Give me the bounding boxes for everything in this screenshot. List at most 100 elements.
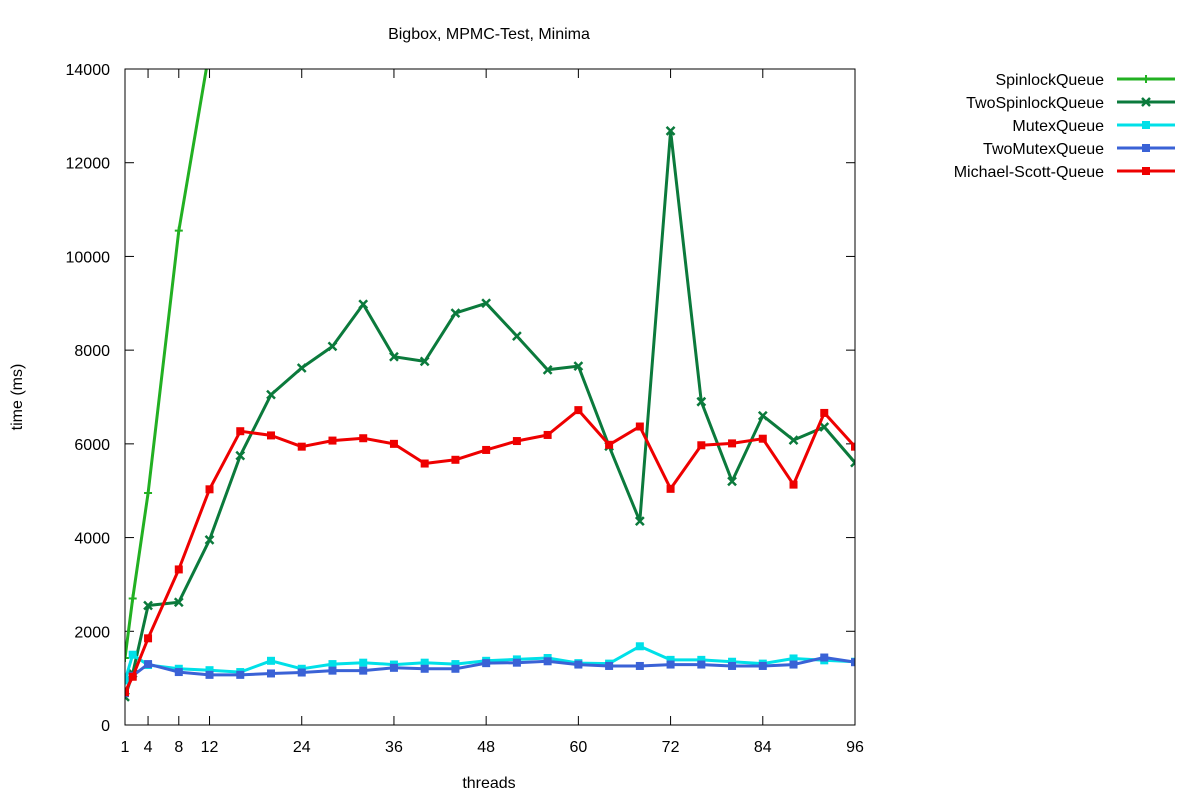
- data-point-spinlockqueue: [125, 653, 129, 662]
- data-point-twospinlockqueue: [542, 364, 553, 375]
- data-point-michael-scott-queue: [128, 672, 137, 681]
- data-point-michael-scott-queue: [236, 427, 245, 436]
- x-tick-label: 36: [385, 739, 403, 756]
- data-point-spinlockqueue: [174, 226, 183, 235]
- data-point-mutexqueue: [666, 655, 675, 664]
- series-michael-scott-queue: [125, 406, 855, 697]
- data-point-twomutexqueue: [174, 668, 183, 677]
- data-point-twomutexqueue: [359, 666, 368, 675]
- data-point-twospinlockqueue: [235, 450, 246, 461]
- series-spinlockqueue: [125, 46, 214, 662]
- data-point-twospinlockqueue: [204, 535, 215, 545]
- legend-marker: [1142, 121, 1150, 129]
- data-point-twospinlockqueue: [296, 363, 307, 373]
- data-point-mutexqueue: [420, 658, 429, 667]
- data-point-michael-scott-queue: [758, 434, 767, 443]
- legend-marker: [1142, 167, 1150, 175]
- y-tick-label: 12000: [66, 156, 111, 173]
- data-point-michael-scott-queue: [420, 459, 429, 468]
- x-tick-label: 96: [846, 739, 864, 756]
- series-line-twospinlockqueue: [125, 129, 855, 698]
- data-point-twomutexqueue: [697, 660, 706, 669]
- data-point-mutexqueue: [205, 666, 214, 675]
- data-point-michael-scott-queue: [174, 565, 183, 574]
- data-point-mutexqueue: [128, 650, 137, 659]
- data-point-twospinlockqueue: [819, 422, 830, 432]
- x-tick-label: 12: [201, 739, 219, 756]
- data-point-twomutexqueue: [851, 658, 855, 667]
- chart-title: Bigbox, MPMC-Test, Minima: [388, 26, 590, 43]
- data-point-michael-scott-queue: [851, 442, 855, 451]
- data-point-michael-scott-queue: [543, 430, 552, 439]
- data-point-twospinlockqueue: [512, 331, 522, 341]
- data-point-twomutexqueue: [635, 661, 644, 670]
- data-point-mutexqueue: [328, 660, 337, 669]
- data-point-twospinlockqueue: [850, 457, 855, 468]
- data-point-twomutexqueue: [482, 659, 491, 668]
- data-point-michael-scott-queue: [605, 440, 614, 449]
- legend-item-twomutexqueue: TwoMutexQueue: [983, 141, 1175, 158]
- data-point-michael-scott-queue: [297, 442, 306, 451]
- plot-frame: [124, 68, 856, 726]
- data-point-twomutexqueue: [820, 653, 829, 662]
- data-point-michael-scott-queue: [512, 437, 521, 446]
- data-point-twospinlockqueue: [327, 341, 338, 352]
- data-point-michael-scott-queue: [267, 431, 275, 440]
- legend-label: SpinlockQueue: [995, 72, 1104, 89]
- data-point-twomutexqueue: [758, 661, 767, 670]
- data-point-twospinlockqueue: [727, 476, 737, 487]
- data-point-michael-scott-queue: [389, 439, 398, 448]
- x-tick-label: 84: [754, 739, 772, 756]
- data-point-twospinlockqueue: [757, 410, 768, 421]
- y-tick-label: 8000: [74, 343, 110, 360]
- y-tick-label: 2000: [74, 624, 110, 641]
- data-point-twospinlockqueue: [696, 396, 707, 407]
- data-point-michael-scott-queue: [697, 441, 706, 450]
- data-point-michael-scott-queue: [728, 439, 737, 448]
- data-point-twomutexqueue: [728, 661, 737, 670]
- data-point-twospinlockqueue: [788, 435, 799, 445]
- data-point-michael-scott-queue: [482, 445, 491, 454]
- data-point-michael-scott-queue: [635, 422, 644, 431]
- data-point-michael-scott-queue: [666, 484, 675, 493]
- data-point-michael-scott-queue: [205, 485, 214, 494]
- data-point-twospinlockqueue: [481, 298, 492, 309]
- series-twomutexqueue: [125, 653, 855, 698]
- data-point-twospinlockqueue: [634, 516, 645, 527]
- legend-label: TwoMutexQueue: [983, 141, 1104, 158]
- data-point-twospinlockqueue: [173, 597, 184, 608]
- legend-label: Michael-Scott-Queue: [954, 164, 1104, 181]
- data-point-mutexqueue: [267, 656, 275, 665]
- y-tick-label: 6000: [74, 437, 110, 454]
- x-tick-label: 24: [293, 739, 311, 756]
- series-line-michael-scott-queue: [125, 408, 855, 693]
- data-point-twospinlockqueue: [665, 125, 676, 136]
- x-tick-label: 48: [477, 739, 495, 756]
- data-point-mutexqueue: [728, 657, 737, 666]
- data-point-twomutexqueue: [205, 670, 214, 679]
- data-point-twomutexqueue: [666, 660, 675, 669]
- data-point-michael-scott-queue: [144, 634, 153, 643]
- x-tick-label: 1: [121, 739, 130, 756]
- data-point-twospinlockqueue: [266, 389, 276, 400]
- data-point-mutexqueue: [789, 654, 798, 663]
- data-point-michael-scott-queue: [359, 434, 368, 443]
- x-tick-label: 60: [569, 739, 587, 756]
- data-point-twomutexqueue: [236, 670, 245, 679]
- x-axis-label: threads: [462, 775, 515, 792]
- data-point-twomutexqueue: [328, 666, 337, 675]
- series-twospinlockqueue: [125, 125, 855, 702]
- data-point-twomutexqueue: [389, 663, 398, 672]
- data-point-spinlockqueue: [206, 46, 214, 54]
- series-layer: [125, 46, 855, 702]
- data-point-michael-scott-queue: [574, 406, 583, 415]
- y-tick-label: 0: [101, 718, 110, 735]
- data-point-twospinlockqueue: [450, 308, 461, 319]
- legend-label: MutexQueue: [1012, 118, 1104, 135]
- data-point-michael-scott-queue: [328, 436, 337, 445]
- x-tick-label: 4: [144, 739, 153, 756]
- legend-marker: [1141, 97, 1151, 107]
- data-point-mutexqueue: [697, 655, 706, 664]
- data-point-twomutexqueue: [451, 664, 460, 673]
